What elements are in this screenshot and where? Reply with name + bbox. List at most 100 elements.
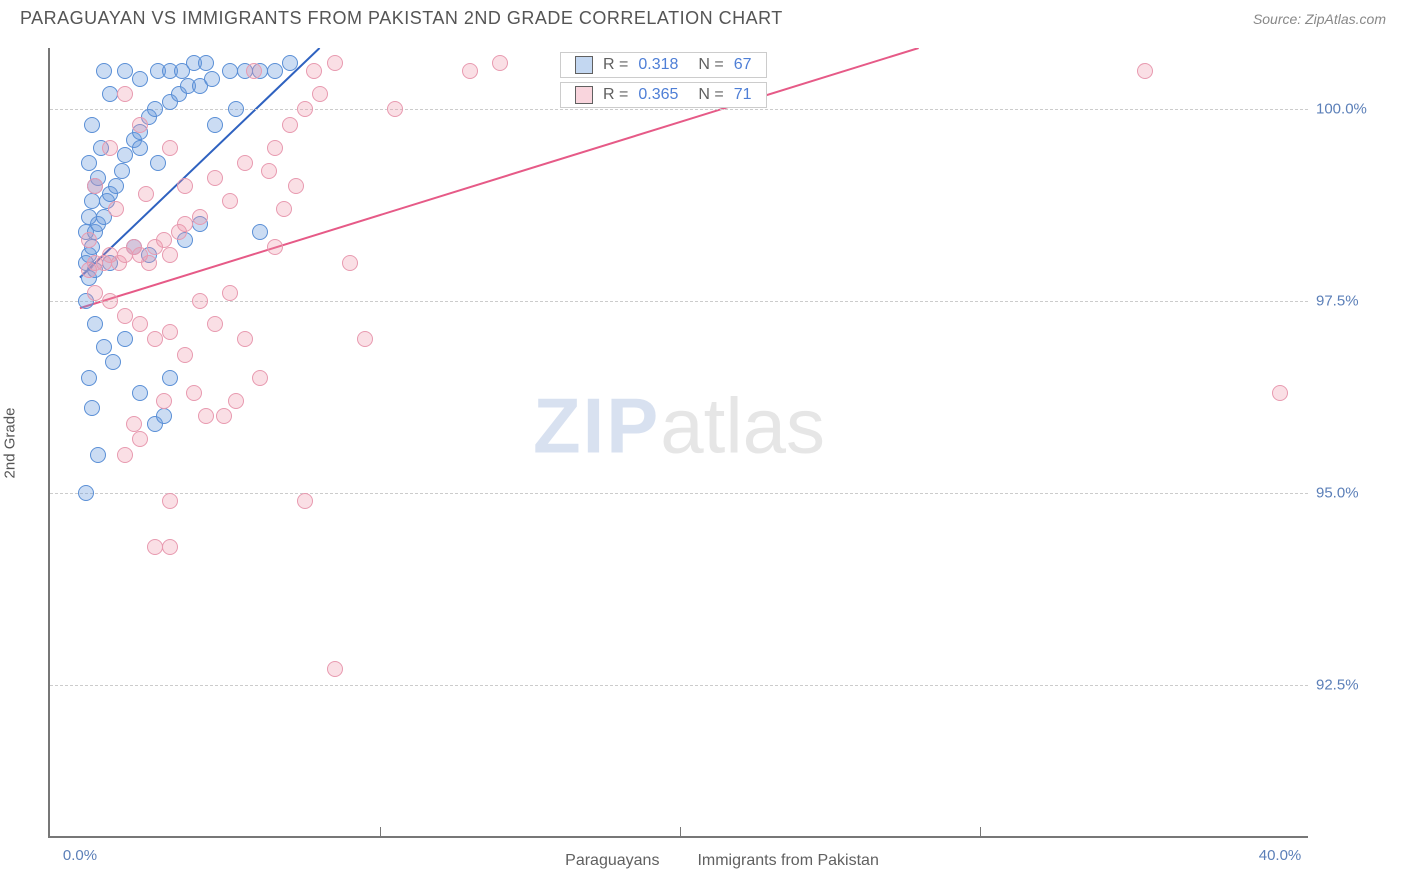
stats-n-label: N = [698, 56, 723, 74]
watermark: ZIPatlas [533, 381, 825, 472]
scatter-point [87, 316, 103, 332]
scatter-point [96, 63, 112, 79]
legend-item-pakistan: Immigrants from Pakistan [689, 852, 878, 870]
scatter-point [267, 63, 283, 79]
scatter-point [198, 408, 214, 424]
scatter-point [252, 224, 268, 240]
scatter-point [87, 285, 103, 301]
scatter-point [222, 63, 238, 79]
scatter-point [132, 117, 148, 133]
watermark-zip: ZIP [533, 382, 660, 470]
scatter-point [282, 55, 298, 71]
stats-n-label: N = [698, 86, 723, 104]
scatter-point [102, 86, 118, 102]
scatter-point [267, 140, 283, 156]
scatter-point [150, 155, 166, 171]
scatter-point [132, 71, 148, 87]
x-minor-tick [980, 827, 981, 837]
chart-title: PARAGUAYAN VS IMMIGRANTS FROM PAKISTAN 2… [20, 8, 783, 29]
scatter-point [237, 155, 253, 171]
scatter-point [117, 86, 133, 102]
scatter-point [186, 385, 202, 401]
scatter-point [312, 86, 328, 102]
scatter-point [132, 431, 148, 447]
grid-line-h [50, 301, 1308, 302]
scatter-point [156, 408, 172, 424]
scatter-point [1272, 385, 1288, 401]
footer-legend: Paraguayans Immigrants from Pakistan [48, 852, 1388, 870]
scatter-point [306, 63, 322, 79]
scatter-point [81, 209, 97, 225]
y-tick-label: 100.0% [1316, 101, 1386, 118]
scatter-point [282, 117, 298, 133]
scatter-point [177, 178, 193, 194]
scatter-point [222, 193, 238, 209]
scatter-point [102, 293, 118, 309]
scatter-point [261, 163, 277, 179]
y-tick-label: 92.5% [1316, 676, 1386, 693]
stats-box: R = 0.365 N = 71 [560, 82, 767, 108]
scatter-point [1137, 63, 1153, 79]
scatter-point [177, 347, 193, 363]
scatter-point [198, 55, 214, 71]
stats-box: R =0.318N =67 [560, 52, 767, 78]
scatter-point [117, 447, 133, 463]
chart-area: 2nd Grade ZIPatlas 92.5%95.0%97.5%100.0%… [48, 48, 1388, 838]
legend-label: Paraguayans [565, 852, 659, 870]
source-label: Source: ZipAtlas.com [1253, 11, 1386, 27]
scatter-point [138, 186, 154, 202]
scatter-point [204, 71, 220, 87]
scatter-point [216, 408, 232, 424]
scatter-point [132, 385, 148, 401]
scatter-point [252, 370, 268, 386]
scatter-point [147, 331, 163, 347]
scatter-point [81, 370, 97, 386]
scatter-point [105, 354, 121, 370]
scatter-point [162, 140, 178, 156]
y-axis-label: 2nd Grade [2, 408, 19, 479]
stats-r-label: R = [603, 86, 628, 104]
header-bar: PARAGUAYAN VS IMMIGRANTS FROM PAKISTAN 2… [0, 0, 1406, 33]
scatter-point [267, 239, 283, 255]
scatter-point [222, 285, 238, 301]
scatter-point [81, 232, 97, 248]
scatter-point [288, 178, 304, 194]
y-tick-label: 97.5% [1316, 293, 1386, 310]
legend-label: Immigrants from Pakistan [697, 852, 878, 870]
stats-swatch [575, 56, 593, 74]
stats-r-value: 0.365 [638, 86, 678, 104]
scatter-point [357, 331, 373, 347]
scatter-point [297, 101, 313, 117]
scatter-point [276, 201, 292, 217]
scatter-point [327, 55, 343, 71]
scatter-point [162, 370, 178, 386]
scatter-point [108, 201, 124, 217]
watermark-atlas: atlas [660, 382, 825, 470]
scatter-point [78, 485, 94, 501]
scatter-point [147, 101, 163, 117]
scatter-point [162, 493, 178, 509]
scatter-point [492, 55, 508, 71]
x-minor-tick [380, 827, 381, 837]
scatter-point [117, 308, 133, 324]
scatter-point [387, 101, 403, 117]
scatter-point [462, 63, 478, 79]
scatter-point [237, 331, 253, 347]
scatter-point [162, 539, 178, 555]
scatter-point [114, 163, 130, 179]
scatter-point [228, 101, 244, 117]
scatter-point [132, 140, 148, 156]
x-minor-tick [680, 827, 681, 837]
stats-n-value: 71 [734, 86, 752, 104]
scatter-point [228, 393, 244, 409]
plot-area: ZIPatlas 92.5%95.0%97.5%100.0%0.0%40.0%R… [48, 48, 1308, 838]
grid-line-h [50, 685, 1308, 686]
scatter-point [81, 155, 97, 171]
scatter-point [141, 255, 157, 271]
scatter-point [192, 209, 208, 225]
grid-line-h [50, 493, 1308, 494]
scatter-point [156, 393, 172, 409]
scatter-point [87, 178, 103, 194]
scatter-point [207, 316, 223, 332]
scatter-point [162, 324, 178, 340]
